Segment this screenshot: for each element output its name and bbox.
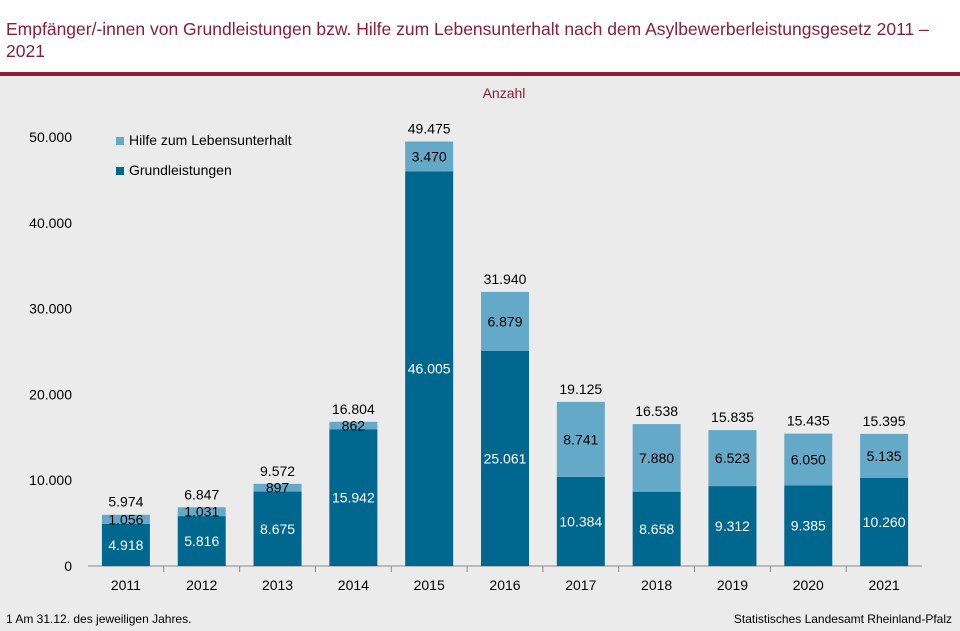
data-label-grundleistungen: 10.260 [863,514,906,530]
x-tick-label: 2013 [262,577,293,593]
bar-hilfe-lebensunterhalt [329,421,378,430]
total-label: 31.940 [484,271,527,287]
bar-grundleistungen [329,429,378,566]
y-tick-label: 10.000 [29,472,72,488]
data-label-hilfe-lebensunterhalt: 8.741 [563,431,598,447]
data-label-hilfe-lebensunterhalt: 7.880 [639,450,674,466]
y-tick-label: 50.000 [29,129,72,145]
data-label-hilfe-lebensunterhalt: 1.031 [184,504,219,520]
unit-label: Anzahl [483,85,526,101]
bar-hilfe-lebensunterhalt [556,401,605,477]
data-label-hilfe-lebensunterhalt: 3.470 [412,148,447,164]
data-label-grundleistungen: 4.918 [108,537,143,553]
total-label: 15.835 [711,409,754,425]
bar-hilfe-lebensunterhalt [101,514,150,524]
bar-grundleistungen [405,171,454,566]
x-tick-label: 2012 [186,577,217,593]
y-tick-label: 30.000 [29,301,72,317]
total-label: 19.125 [559,381,602,397]
bar-grundleistungen [177,516,226,566]
bar-hilfe-lebensunterhalt [177,507,226,517]
x-tick-label: 2011 [111,577,141,593]
x-tick-label: 2019 [717,577,748,593]
data-label-hilfe-lebensunterhalt: 862 [342,418,366,434]
total-label: 16.538 [635,403,678,419]
footnote: 1 Am 31.12. des jeweiligen Jahres. [6,612,192,626]
data-label-grundleistungen: 8.658 [639,521,674,537]
data-label-hilfe-lebensunterhalt: 6.879 [487,313,522,329]
x-tick-label: 2017 [565,577,596,593]
bar-grundleistungen [860,477,909,566]
bar-grundleistungen [481,350,529,566]
legend-swatch [116,137,124,145]
total-label: 16.804 [332,401,375,417]
y-tick-label: 20.000 [29,386,72,402]
bar-grundleistungen [708,486,757,566]
total-label: 15.435 [787,413,830,429]
data-label-grundleistungen: 15.942 [332,490,375,506]
total-label: 15.395 [863,413,906,429]
data-label-grundleistungen: 46.005 [408,361,451,377]
bar-grundleistungen [632,491,681,566]
data-label-hilfe-lebensunterhalt: 6.050 [791,452,826,468]
legend-entry: Grundleistungen [129,162,232,178]
y-tick-label: 0 [64,558,72,574]
x-tick-label: 2015 [414,577,445,593]
title-divider [0,72,960,76]
data-label-grundleistungen: 9.385 [791,518,826,534]
total-label: 49.475 [408,121,451,137]
total-label: 5.974 [108,494,143,510]
bar-hilfe-lebensunterhalt [708,430,757,487]
total-label: 6.847 [184,486,219,502]
x-tick-label: 2016 [489,577,520,593]
bar-grundleistungen [556,476,605,566]
data-label-hilfe-lebensunterhalt: 6.523 [715,450,750,466]
bar-grundleistungen [784,485,833,566]
x-tick-label: 2020 [793,577,824,593]
legend-swatch [116,167,124,175]
bar-hilfe-lebensunterhalt [784,433,833,486]
x-tick-label: 2014 [338,577,369,593]
data-label-grundleistungen: 25.061 [484,450,527,466]
bar-hilfe-lebensunterhalt [405,141,454,172]
data-label-hilfe-lebensunterhalt: 897 [266,480,290,496]
x-tick-label: 2018 [641,577,672,593]
y-tick-label: 40.000 [29,215,72,231]
bar-grundleistungen [253,491,302,566]
total-label: 9.572 [260,463,295,479]
bar-hilfe-lebensunterhalt [481,291,529,351]
bar-hilfe-lebensunterhalt [253,483,302,492]
data-label-grundleistungen: 9.312 [715,518,750,534]
data-label-hilfe-lebensunterhalt: 5.135 [867,448,902,464]
data-label-grundleistungen: 5.816 [184,533,219,549]
source-note: Statistisches Landesamt Rheinland-Pfalz [733,612,952,626]
x-tick-label: 2021 [869,577,900,593]
bar-hilfe-lebensunterhalt [632,424,681,492]
bar-hilfe-lebensunterhalt [860,433,909,478]
header: Empfänger/-innen von Grundleistungen bzw… [0,0,960,72]
legend-entry: Hilfe zum Lebensunterhalt [129,132,292,148]
data-label-hilfe-lebensunterhalt: 1.056 [108,511,143,527]
data-label-grundleistungen: 8.675 [260,521,295,537]
data-label-grundleistungen: 10.384 [559,513,602,529]
chart-title: Empfänger/-innen von Grundleistungen bzw… [6,19,929,61]
bar-grundleistungen [101,523,150,566]
